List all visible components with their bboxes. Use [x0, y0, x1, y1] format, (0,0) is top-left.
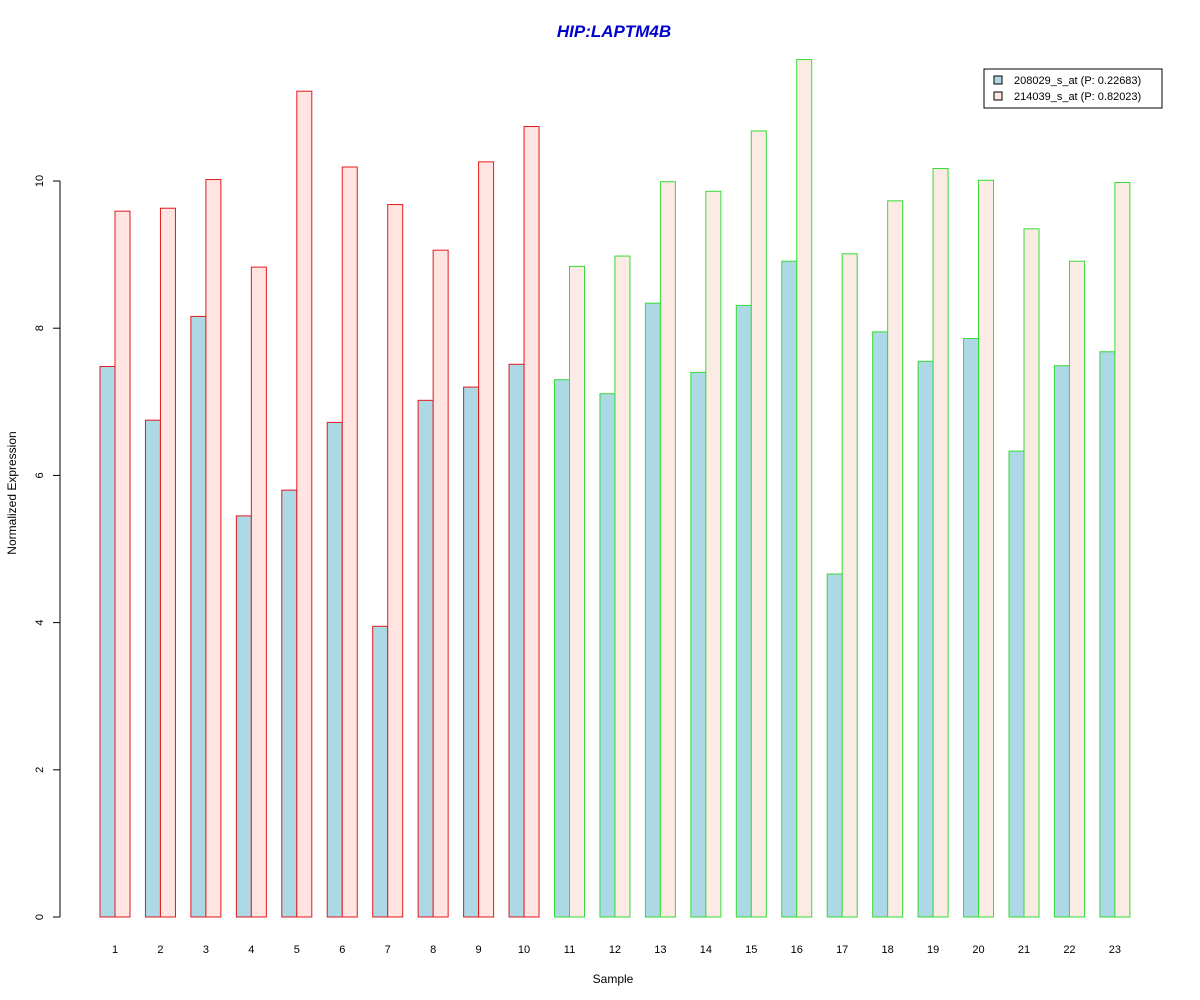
legend-box [983, 68, 1163, 109]
bar-214039-sample-1 [114, 210, 131, 918]
legend-label-series-1: 208029_s_at (P: 0.22683) [1014, 75, 1141, 87]
y-tick-label: 8 [34, 325, 46, 331]
bar-208029-sample-4 [235, 515, 252, 918]
legend-swatch-series-2 [993, 91, 1003, 101]
bars [99, 59, 1131, 918]
y-axis-label: Normalized Expression [5, 431, 19, 554]
x-tick-label-23: 23 [1109, 944, 1121, 956]
x-tick-label-16: 16 [791, 944, 803, 956]
bar-208029-sample-22 [1053, 365, 1070, 918]
x-tick-label-3: 3 [203, 944, 209, 956]
bar-214039-sample-13 [659, 181, 676, 918]
chart-title: HIP:LAPTM4B [557, 22, 671, 41]
bar-208029-sample-2 [144, 419, 161, 918]
x-tick-label-18: 18 [882, 944, 894, 956]
bar-208029-sample-9 [463, 386, 480, 918]
y-tick-label: 2 [34, 767, 46, 773]
legend-label-series-2: 214039_s_at (P: 0.82023) [1014, 91, 1141, 103]
bar-208029-sample-6 [326, 421, 343, 918]
bar-208029-sample-16 [781, 260, 798, 918]
x-tick-label-1: 1 [112, 944, 118, 956]
bar-214039-sample-11 [569, 265, 585, 918]
x-tick-label-21: 21 [1018, 944, 1030, 956]
bar-208029-sample-23 [1099, 351, 1116, 918]
y-axis: 0 2 4 6 8 10 [34, 175, 61, 920]
bar-208029-sample-8 [417, 399, 434, 918]
bar-208029-sample-5 [281, 489, 298, 918]
bar-214039-sample-9 [478, 161, 495, 918]
bar-208029-sample-21 [1008, 450, 1025, 918]
x-tick-label-7: 7 [385, 944, 391, 956]
x-tick-label-5: 5 [294, 944, 300, 956]
bar-214039-sample-20 [978, 179, 995, 918]
bar-214039-sample-5 [296, 90, 313, 918]
bar-214039-sample-14 [705, 190, 722, 918]
bar-208029-sample-20 [963, 338, 980, 918]
x-tick-label-14: 14 [700, 944, 712, 956]
bar-214039-sample-18 [887, 200, 904, 918]
bar-208029-sample-18 [872, 331, 889, 918]
bar-214039-sample-22 [1068, 260, 1085, 918]
x-tick-label-12: 12 [609, 944, 621, 956]
bar-214039-sample-3 [205, 179, 222, 918]
bar-208029-sample-11 [554, 379, 570, 918]
x-axis-label: Sample [593, 972, 634, 986]
bar-214039-sample-12 [614, 255, 631, 918]
x-tick-label-4: 4 [248, 944, 254, 956]
bar-214039-sample-10 [523, 126, 540, 918]
bar-208029-sample-12 [599, 393, 616, 918]
bar-214039-sample-15 [750, 130, 767, 918]
bar-208029-sample-14 [690, 371, 707, 918]
x-tick-label-15: 15 [745, 944, 757, 956]
y-tick-label: 4 [34, 620, 46, 626]
y-tick-label: 0 [34, 914, 46, 920]
bar-214039-sample-17 [841, 253, 858, 918]
x-tick-label-20: 20 [972, 944, 984, 956]
bar-214039-sample-7 [387, 204, 404, 918]
x-tick-label-17: 17 [836, 944, 848, 956]
x-tick-labels: 1 2 3 4 5 6 7 8 9 10 11 12 13 14 15 16 17 18 19 20 21 22 23 [112, 944, 1121, 956]
x-tick-label-11: 11 [564, 944, 575, 956]
bar-214039-sample-8 [432, 249, 449, 918]
bar-208029-sample-17 [826, 573, 843, 918]
bar-208029-sample-10 [508, 363, 525, 918]
bar-208029-sample-19 [917, 360, 934, 918]
legend: 208029_s_at (P: 0.22683) 214039_s_at (P:… [983, 68, 1163, 109]
bar-208029-sample-3 [190, 315, 207, 918]
x-tick-label-6: 6 [339, 944, 345, 956]
bar-208029-sample-7 [372, 625, 389, 918]
legend-swatch-series-1 [993, 75, 1003, 85]
x-tick-label-13: 13 [654, 944, 666, 956]
x-tick-label-2: 2 [157, 944, 163, 956]
x-tick-label-8: 8 [430, 944, 436, 956]
x-tick-label-22: 22 [1063, 944, 1075, 956]
bar-214039-sample-16 [796, 59, 813, 918]
bar-214039-sample-21 [1023, 228, 1040, 918]
bar-214039-sample-6 [341, 166, 358, 918]
bar-208029-sample-13 [644, 302, 661, 918]
x-tick-label-9: 9 [476, 944, 482, 956]
bar-214039-sample-23 [1114, 181, 1131, 918]
bar-214039-sample-19 [932, 167, 949, 918]
bar-214039-sample-4 [250, 266, 267, 918]
bar-214039-sample-2 [159, 207, 176, 918]
x-tick-label-19: 19 [927, 944, 939, 956]
bar-208029-sample-1 [99, 365, 116, 918]
y-tick-label: 10 [34, 175, 46, 187]
x-tick-label-10: 10 [518, 944, 530, 956]
bar-208029-sample-15 [735, 304, 752, 918]
y-tick-label: 6 [34, 472, 46, 478]
